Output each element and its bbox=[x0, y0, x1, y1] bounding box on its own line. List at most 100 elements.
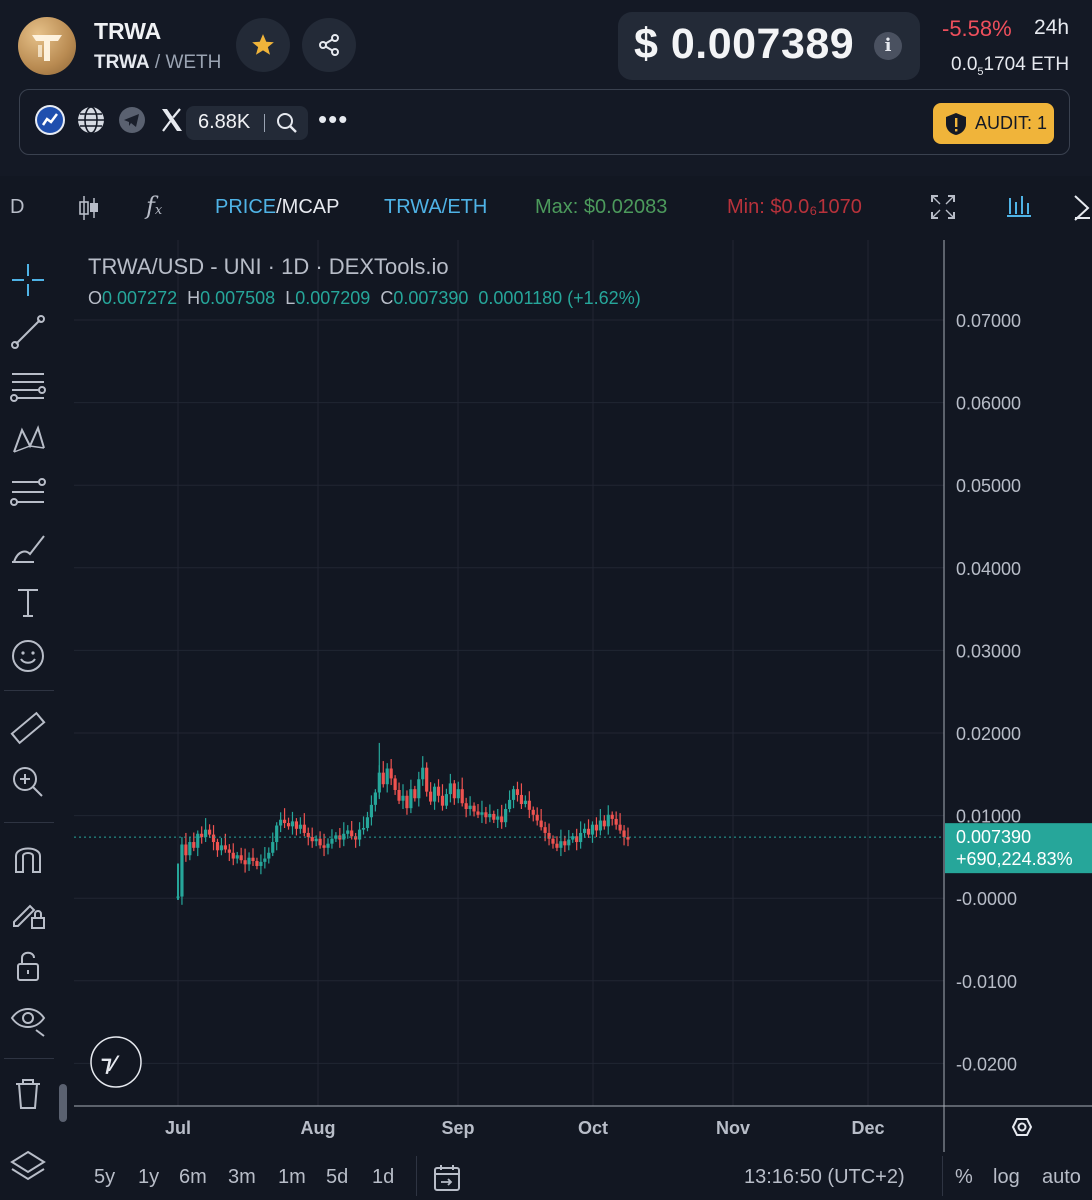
social-bar bbox=[19, 89, 1070, 155]
change-period: 24h bbox=[1034, 16, 1070, 39]
candle-body bbox=[342, 833, 346, 840]
y-tick-label: 0.03000 bbox=[956, 641, 1021, 661]
candle-body bbox=[223, 845, 227, 850]
brush-icon[interactable] bbox=[8, 528, 48, 568]
dextools-icon[interactable] bbox=[35, 105, 65, 135]
clock-timezone[interactable]: 13:16:50 (UTC+2) bbox=[744, 1166, 905, 1188]
candle-body bbox=[184, 844, 188, 856]
candle-body bbox=[251, 857, 255, 862]
x-tick-label: Nov bbox=[716, 1118, 750, 1138]
timeframe-3m[interactable]: 3m bbox=[228, 1166, 256, 1188]
eth-price: 0.051704 ETH bbox=[951, 54, 1070, 78]
candle-body bbox=[586, 828, 591, 835]
interval-selector[interactable]: D bbox=[10, 196, 25, 218]
pill-divider bbox=[264, 114, 265, 132]
candle-body bbox=[448, 783, 452, 795]
candle-body bbox=[511, 789, 516, 800]
candle-body bbox=[555, 843, 559, 848]
more-options-icon[interactable]: ••• bbox=[318, 104, 349, 134]
candle-body bbox=[417, 779, 421, 799]
candle-body bbox=[204, 829, 208, 838]
candle-body bbox=[294, 821, 299, 829]
log-scale-toggle[interactable]: log bbox=[993, 1166, 1020, 1188]
settings-gear-icon[interactable] bbox=[1011, 1118, 1033, 1136]
price-change: -5.58% bbox=[942, 16, 1012, 41]
candle-body bbox=[215, 842, 220, 851]
candle-body bbox=[500, 816, 504, 823]
toolbar-scroll-handle[interactable] bbox=[59, 1084, 67, 1122]
x-tick-label: Jul bbox=[165, 1118, 191, 1138]
date-range-icon[interactable] bbox=[432, 1163, 462, 1193]
indicators-fx-icon[interactable]: fx bbox=[146, 192, 163, 220]
search-icon[interactable] bbox=[275, 111, 299, 135]
candle-body bbox=[425, 767, 429, 792]
unlock-icon[interactable] bbox=[8, 946, 48, 986]
candle-body bbox=[594, 824, 599, 831]
timeframe-5y[interactable]: 5y bbox=[94, 1166, 116, 1188]
pattern-tool-icon[interactable] bbox=[8, 420, 48, 460]
info-icon[interactable]: i bbox=[874, 32, 902, 60]
candle-body bbox=[440, 795, 445, 806]
trend-line-icon[interactable] bbox=[8, 312, 48, 352]
percent-scale-toggle[interactable]: % bbox=[955, 1166, 973, 1188]
candle-body bbox=[286, 823, 291, 827]
timeframe-1y[interactable]: 1y bbox=[138, 1166, 160, 1188]
fullscreen-icon[interactable] bbox=[930, 194, 956, 220]
website-globe-icon[interactable] bbox=[76, 105, 106, 135]
text-tool-icon[interactable] bbox=[8, 582, 48, 622]
timeframe-1m[interactable]: 1m bbox=[278, 1166, 306, 1188]
candle-body bbox=[255, 861, 259, 866]
telegram-icon[interactable] bbox=[117, 105, 147, 135]
candle-body bbox=[322, 845, 326, 848]
favorite-button[interactable] bbox=[236, 18, 290, 72]
candles-icon[interactable] bbox=[78, 194, 100, 222]
x-tick-label: Dec bbox=[851, 1118, 884, 1138]
visibility-eye-icon[interactable] bbox=[8, 1000, 48, 1040]
candle-body bbox=[472, 805, 476, 812]
candle-body bbox=[259, 861, 263, 866]
pair-label: TRWA / WETH bbox=[94, 52, 222, 73]
emoji-icon[interactable] bbox=[8, 636, 48, 676]
candle-body bbox=[602, 820, 606, 827]
price-chart[interactable]: 0.07000 0.06000 0.05000 0.04000 0.03000 0.020… bbox=[0, 240, 1092, 1152]
collapse-panel-icon[interactable] bbox=[1072, 194, 1092, 222]
candle-body bbox=[480, 812, 484, 815]
candle-body bbox=[192, 842, 196, 848]
horizontal-lines-icon[interactable] bbox=[8, 366, 48, 406]
price-mcap-toggle[interactable]: PRICE/MCAP bbox=[215, 196, 340, 218]
twitter-count-pill[interactable]: 6.88K bbox=[186, 106, 308, 140]
candle-body bbox=[559, 841, 563, 848]
candle-body bbox=[397, 789, 401, 801]
candle-body bbox=[622, 830, 626, 838]
candle-body bbox=[567, 839, 571, 846]
ruler-icon[interactable] bbox=[8, 708, 48, 748]
candle-body bbox=[369, 804, 374, 818]
share-button[interactable] bbox=[302, 18, 356, 72]
layers-icon[interactable] bbox=[8, 1146, 48, 1186]
candle-body bbox=[614, 818, 618, 825]
candle-body bbox=[504, 808, 508, 823]
audit-button[interactable]: AUDIT: 1 bbox=[933, 103, 1054, 144]
candle-body bbox=[456, 789, 460, 799]
candle-body bbox=[393, 778, 397, 790]
trades-chart-icon[interactable] bbox=[1006, 194, 1032, 220]
candle-body bbox=[575, 836, 579, 843]
lock-drawing-icon[interactable] bbox=[8, 892, 48, 932]
candle-body bbox=[618, 824, 622, 831]
x-twitter-icon[interactable] bbox=[157, 105, 187, 135]
x-tick-label: Sep bbox=[441, 1118, 474, 1138]
timeframe-5d[interactable]: 5d bbox=[326, 1166, 349, 1188]
timeframe-6m[interactable]: 6m bbox=[179, 1166, 207, 1188]
candle-body bbox=[452, 783, 456, 799]
fib-tool-icon[interactable] bbox=[8, 474, 48, 514]
crosshair-icon[interactable] bbox=[8, 260, 48, 300]
last-price-label bbox=[945, 823, 1092, 874]
timeframe-1d[interactable]: 1d bbox=[372, 1166, 395, 1188]
trash-icon[interactable] bbox=[8, 1074, 48, 1114]
zoom-in-icon[interactable] bbox=[8, 762, 48, 802]
pair-eth-toggle[interactable]: TRWA/ETH bbox=[384, 196, 488, 218]
auto-scale-toggle[interactable]: auto bbox=[1042, 1166, 1081, 1188]
y-tick-label: 0.02000 bbox=[956, 724, 1021, 744]
candle-body bbox=[389, 768, 393, 779]
magnet-icon[interactable] bbox=[8, 838, 48, 878]
